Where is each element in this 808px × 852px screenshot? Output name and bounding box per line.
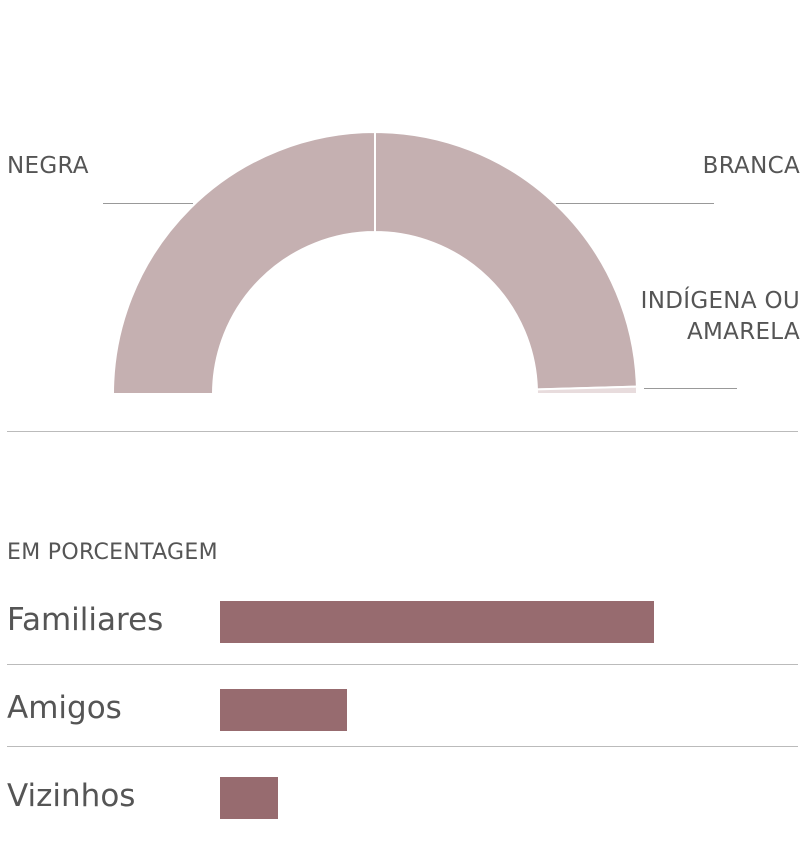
slice-negra	[111, 130, 376, 395]
bar-chart-subtitle: EM PORCENTAGEM	[7, 540, 218, 565]
bar-vizinhos	[220, 777, 278, 819]
leader-line-negra	[103, 203, 193, 204]
label-indigena-line1: INDÍGENA OU	[640, 288, 800, 314]
leader-line-indigena	[644, 388, 737, 389]
category-label-vizinhos: Vizinhos	[7, 778, 136, 814]
row-divider	[7, 746, 798, 747]
slice-branca	[374, 130, 638, 391]
label-indigena: INDÍGENA OU AMARELA	[641, 286, 800, 348]
slice-indígena	[535, 385, 639, 395]
category-label-familiares: Familiares	[7, 602, 164, 638]
leader-line-branca	[556, 203, 714, 204]
bar-amigos	[220, 689, 348, 731]
row-divider	[7, 664, 798, 665]
semi-donut-chart	[111, 130, 639, 395]
section-divider	[7, 431, 798, 432]
bar-familiares	[220, 601, 654, 643]
label-indigena-line2: AMARELA	[686, 319, 800, 345]
label-negra: NEGRA	[7, 153, 89, 179]
category-label-amigos: Amigos	[7, 690, 122, 726]
label-branca: BRANCA	[702, 153, 800, 179]
